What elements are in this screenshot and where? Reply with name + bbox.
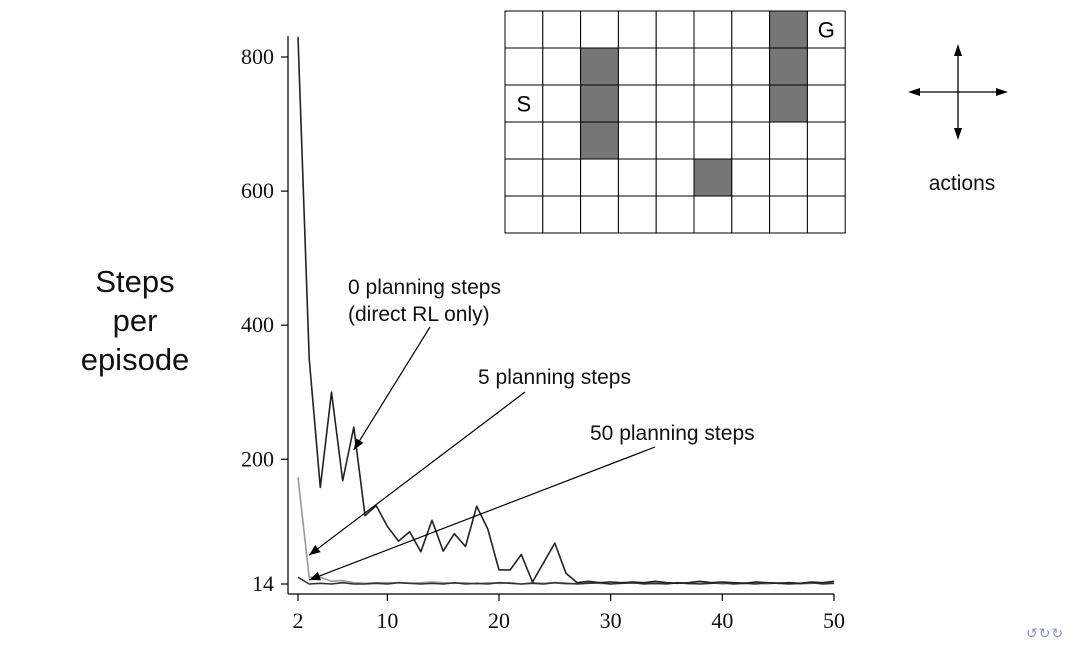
annotation-5-planning-arrowhead — [309, 544, 321, 556]
grid-cell — [580, 195, 619, 234]
grid-cell — [693, 84, 733, 123]
grid-world: SG — [504, 10, 846, 234]
grid-cell — [693, 10, 733, 49]
y-tick-label: 200 — [241, 446, 274, 471]
grid-cell — [542, 84, 582, 123]
grid-cell — [504, 121, 544, 160]
y-tick-label: 600 — [241, 178, 274, 203]
annotation-0-planning-arrowhead — [353, 438, 364, 450]
grid-cell — [542, 195, 582, 234]
grid-cell — [542, 10, 582, 49]
grid-cell — [504, 84, 544, 123]
beamer-navigation-icons[interactable]: ↺↻↻ — [1026, 626, 1065, 642]
action-right-arrow-icon — [996, 88, 1008, 96]
y-tick-label: 14 — [252, 571, 274, 596]
series-line-5-planning — [297, 477, 835, 585]
grid-obstacle-cell — [580, 47, 619, 86]
grid-cell — [769, 195, 808, 234]
grid-cell — [617, 195, 657, 234]
goal-label: G — [818, 18, 835, 43]
grid-cell — [655, 158, 695, 197]
grid-cell — [731, 195, 771, 234]
grid-cell — [731, 121, 771, 160]
y-tick-label: 400 — [241, 312, 274, 337]
grid-cell — [542, 158, 582, 197]
annotation-5-planning-arrow — [308, 391, 526, 556]
grid-obstacle-cell — [769, 47, 808, 86]
grid-cell — [806, 158, 846, 197]
grid-cell — [504, 195, 544, 234]
annotation-5-planning-text: 5 planning steps — [478, 366, 631, 389]
x-tick-label: 30 — [600, 608, 622, 633]
grid-cell — [769, 158, 808, 197]
y-axis-label-line-3: episode — [80, 342, 190, 377]
action-left-arrow-icon — [908, 88, 920, 96]
grid-cell — [655, 10, 695, 49]
start-label: S — [517, 92, 532, 117]
grid-cell — [806, 121, 846, 160]
grid-cell — [655, 195, 695, 234]
grid-cell — [806, 195, 846, 234]
grid-obstacle-cell — [580, 121, 619, 160]
grid-cell — [655, 84, 695, 123]
x-tick-label: 20 — [488, 608, 510, 633]
grid-cell — [542, 121, 582, 160]
annotation-50-planning-arrowhead — [309, 571, 322, 581]
plot-area: 14 200 400 600 800 2 10 20 30 40 50 0 planning step… — [241, 36, 845, 633]
grid-cell — [504, 158, 544, 197]
grid-cell — [617, 158, 657, 197]
grid-cell — [617, 10, 657, 49]
y-axis-label-line-1: Steps — [95, 264, 175, 299]
grid-cell — [617, 84, 657, 123]
grid-cell — [504, 10, 544, 49]
grid-obstacle-cell — [769, 10, 808, 49]
grid-cell — [731, 158, 771, 197]
grid-cell — [806, 10, 846, 49]
annotation-0-planning-arrow — [353, 326, 431, 451]
grid-obstacle-cell — [693, 158, 733, 197]
action-down-arrow-icon — [954, 128, 962, 140]
grid-cell — [731, 10, 771, 49]
x-tick-label: 10 — [376, 608, 398, 633]
annotation-0-planning-text: 0 planning steps — [348, 276, 501, 299]
x-tick-label: 2 — [293, 608, 304, 633]
series-line-0-planning — [297, 36, 835, 585]
grid-cell — [617, 121, 657, 160]
grid-cell — [806, 84, 846, 123]
grid-cell — [655, 121, 695, 160]
grid-cell — [693, 121, 733, 160]
grid-cell — [655, 47, 695, 86]
grid-obstacle-cell — [769, 84, 808, 123]
y-axis-label-line-2: per — [112, 303, 158, 338]
annotation-50-planning-text: 50 planning steps — [590, 422, 755, 445]
grid-cell — [580, 158, 619, 197]
grid-cell — [769, 121, 808, 160]
grid-cell — [542, 47, 582, 86]
y-tick-label: 800 — [241, 44, 274, 69]
grid-cell — [806, 47, 846, 86]
grid-cell — [580, 10, 619, 49]
annotation-0-planning-subtext: (direct RL only) — [348, 303, 490, 326]
grid-cell — [731, 84, 771, 123]
actions-label: actions — [929, 172, 996, 195]
grid-cell — [504, 47, 544, 86]
grid-cell — [693, 47, 733, 86]
actions-diagram: actions — [908, 44, 1008, 195]
grid-obstacle-cell — [580, 84, 619, 123]
x-tick-label: 50 — [823, 608, 845, 633]
grid-cell — [617, 47, 657, 86]
y-axis-label: Steps per episode — [60, 262, 210, 379]
annotation-50-planning-arrow — [308, 446, 656, 581]
grid-cell — [731, 47, 771, 86]
x-tick-label: 40 — [711, 608, 733, 633]
action-up-arrow-icon — [954, 44, 962, 56]
grid-cell — [693, 195, 733, 234]
